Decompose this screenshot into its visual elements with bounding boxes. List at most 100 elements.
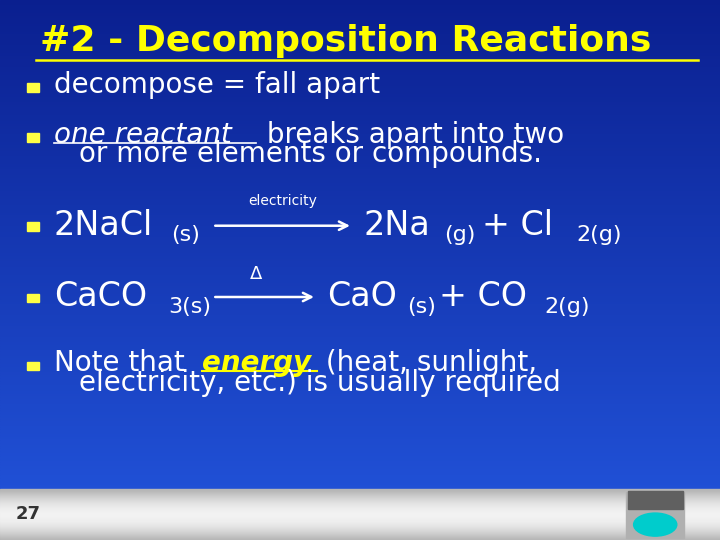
Bar	[0, 348, 720, 351]
Bar	[0, 259, 720, 262]
Text: 2NaCl: 2NaCl	[54, 209, 153, 242]
Bar	[0, 529, 720, 530]
Bar	[0, 492, 720, 493]
Bar	[0, 324, 720, 327]
Bar	[0, 507, 720, 508]
Bar	[0, 297, 720, 300]
Bar	[0, 256, 720, 259]
Bar	[0, 194, 720, 197]
Bar	[0, 500, 720, 502]
Bar	[0, 146, 720, 148]
Bar	[0, 243, 720, 246]
Bar	[0, 251, 720, 254]
Bar	[0, 375, 720, 378]
Bar	[626, 492, 684, 538]
Text: 2Na: 2Na	[364, 209, 431, 242]
Bar	[0, 14, 720, 16]
Bar	[0, 300, 720, 302]
Bar	[0, 498, 720, 499]
Bar	[0, 294, 720, 297]
Bar	[0, 467, 720, 470]
Bar	[0, 43, 720, 46]
Bar	[0, 5, 720, 8]
Bar	[0, 151, 720, 154]
Bar	[0, 232, 720, 235]
Bar	[0, 65, 720, 68]
Bar	[0, 394, 720, 397]
Bar	[0, 16, 720, 19]
Bar	[0, 531, 720, 532]
Bar	[0, 189, 720, 192]
Bar	[0, 448, 720, 451]
Bar	[27, 222, 39, 231]
Bar	[0, 100, 720, 103]
Bar	[0, 27, 720, 30]
Bar	[0, 443, 720, 445]
Bar	[0, 97, 720, 100]
Bar	[0, 332, 720, 335]
Bar	[0, 364, 720, 367]
Bar	[0, 497, 720, 500]
Bar	[0, 501, 720, 502]
Bar	[0, 389, 720, 392]
Bar	[0, 495, 720, 496]
Bar	[0, 284, 720, 286]
Text: electricity: electricity	[248, 194, 317, 208]
Bar	[0, 321, 720, 324]
Text: decompose = fall apart: decompose = fall apart	[54, 71, 380, 99]
Bar	[0, 238, 720, 240]
Bar	[0, 319, 720, 321]
Bar	[0, 427, 720, 429]
Text: breaks apart into two: breaks apart into two	[258, 121, 564, 149]
Bar	[0, 400, 720, 402]
Bar	[0, 483, 720, 486]
Bar	[0, 70, 720, 73]
Bar	[0, 270, 720, 273]
Bar	[0, 213, 720, 216]
Bar	[0, 138, 720, 140]
Bar	[0, 248, 720, 251]
Bar	[0, 367, 720, 370]
Bar	[0, 94, 720, 97]
Bar	[0, 162, 720, 165]
Bar	[0, 475, 720, 478]
Bar	[0, 30, 720, 32]
Bar	[0, 532, 720, 533]
Bar	[0, 105, 720, 108]
Bar	[0, 135, 720, 138]
Text: 27: 27	[16, 505, 41, 523]
Bar	[0, 159, 720, 162]
Bar	[0, 81, 720, 84]
Bar	[0, 494, 720, 495]
Bar	[0, 292, 720, 294]
Bar	[0, 273, 720, 275]
Bar	[27, 362, 39, 370]
Bar	[0, 489, 720, 490]
Bar	[0, 73, 720, 76]
Bar	[0, 528, 720, 529]
Bar	[0, 489, 720, 491]
Bar	[0, 200, 720, 202]
Bar	[0, 408, 720, 410]
Bar	[0, 51, 720, 54]
Bar	[0, 402, 720, 405]
Bar	[0, 346, 720, 348]
Bar	[0, 413, 720, 416]
Bar	[0, 338, 720, 340]
Bar	[0, 310, 720, 313]
Text: 2(g): 2(g)	[544, 296, 590, 317]
Bar	[0, 523, 720, 524]
Bar	[0, 205, 720, 208]
Bar	[0, 208, 720, 211]
Bar	[0, 49, 720, 51]
Bar	[0, 462, 720, 464]
Bar	[0, 516, 720, 517]
Bar	[0, 536, 720, 537]
Bar	[0, 435, 720, 437]
Bar	[0, 451, 720, 454]
Bar	[0, 437, 720, 440]
Bar	[0, 154, 720, 157]
Text: + Cl: + Cl	[482, 209, 554, 242]
Bar	[0, 122, 720, 124]
Bar	[0, 538, 720, 539]
